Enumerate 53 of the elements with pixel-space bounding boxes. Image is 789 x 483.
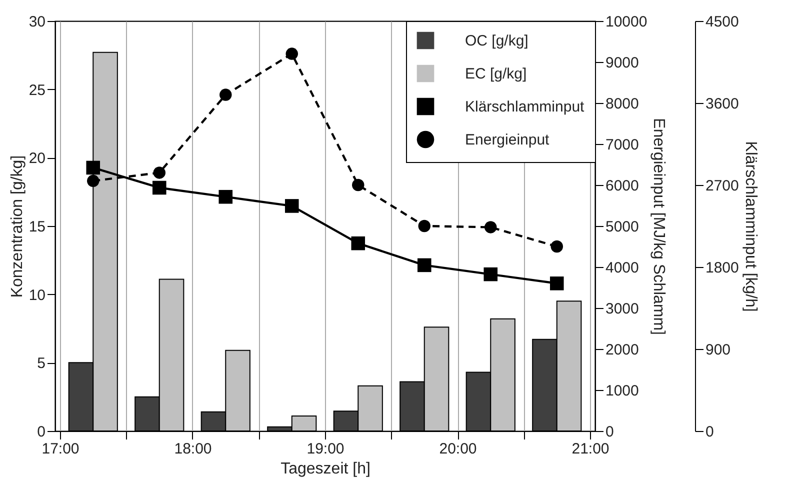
y2-tick-label: 1000 (606, 382, 639, 400)
point (417, 258, 432, 272)
legend-label: OC [g/kg] (465, 32, 528, 50)
y3-tick-label: 3600 (706, 96, 739, 112)
y3-tick-label: 0 (706, 424, 714, 440)
legend-label: Energieinput (465, 132, 550, 148)
y2-tick-label: 6000 (606, 178, 639, 194)
y2-tick-label: 0 (606, 424, 614, 440)
y2-tick-label: 5000 (606, 218, 639, 236)
y2-axis-title: Energieinput [MJ/kg Schlamm] (650, 118, 668, 335)
legend-label: Klärschlamminput (465, 98, 586, 116)
x-tick-label: 19:00 (306, 440, 344, 458)
y3-tick-label: 4500 (706, 14, 739, 30)
point (153, 166, 166, 179)
x-tick-label: 21:00 (572, 440, 610, 458)
point (284, 199, 299, 213)
point (86, 160, 100, 175)
x-axis-title: Tageszeit [h] (280, 460, 370, 478)
point (550, 240, 563, 253)
y-tick-label: 10 (28, 286, 46, 304)
y2-tick-label: 3000 (606, 300, 639, 318)
y2-tick-label: 2000 (606, 342, 639, 358)
point (152, 180, 166, 195)
point (484, 221, 497, 234)
point (352, 178, 364, 192)
legend-label: EC [g/kg] (465, 66, 527, 82)
y-tick-label: 5 (37, 355, 46, 372)
x-tick-label: 17:00 (42, 440, 80, 458)
y3-axis-title: Klärschlamminput [kg/h] (742, 141, 759, 312)
y2-tick-label: 8000 (606, 96, 639, 112)
point (218, 190, 233, 204)
y-tick-label: 0 (37, 424, 46, 440)
y-tick-label: 15 (28, 218, 46, 236)
x-tick-label: 20:00 (439, 440, 477, 458)
point (220, 88, 232, 101)
y2-tick-label: 9000 (606, 54, 639, 72)
y-tick-label: 25 (28, 82, 46, 99)
point (418, 220, 430, 232)
point (286, 48, 298, 60)
y-axis-title: Konzentration [g/kg] (8, 155, 26, 298)
point (550, 276, 564, 290)
y3-tick-label: 1800 (706, 260, 739, 276)
point (484, 267, 498, 282)
y-tick-label: 30 (28, 14, 46, 30)
y3-tick-label: 2700 (706, 178, 739, 194)
y-tick-label: 20 (28, 150, 46, 168)
point (87, 174, 100, 188)
x-tick-label: 18:00 (174, 440, 212, 458)
y2-tick-label: 7000 (606, 136, 639, 154)
y3-tick-label: 900 (706, 342, 731, 358)
y2-tick-label: 4000 (606, 260, 639, 276)
point (351, 236, 366, 250)
y2-tick-label: 10000 (606, 14, 648, 30)
